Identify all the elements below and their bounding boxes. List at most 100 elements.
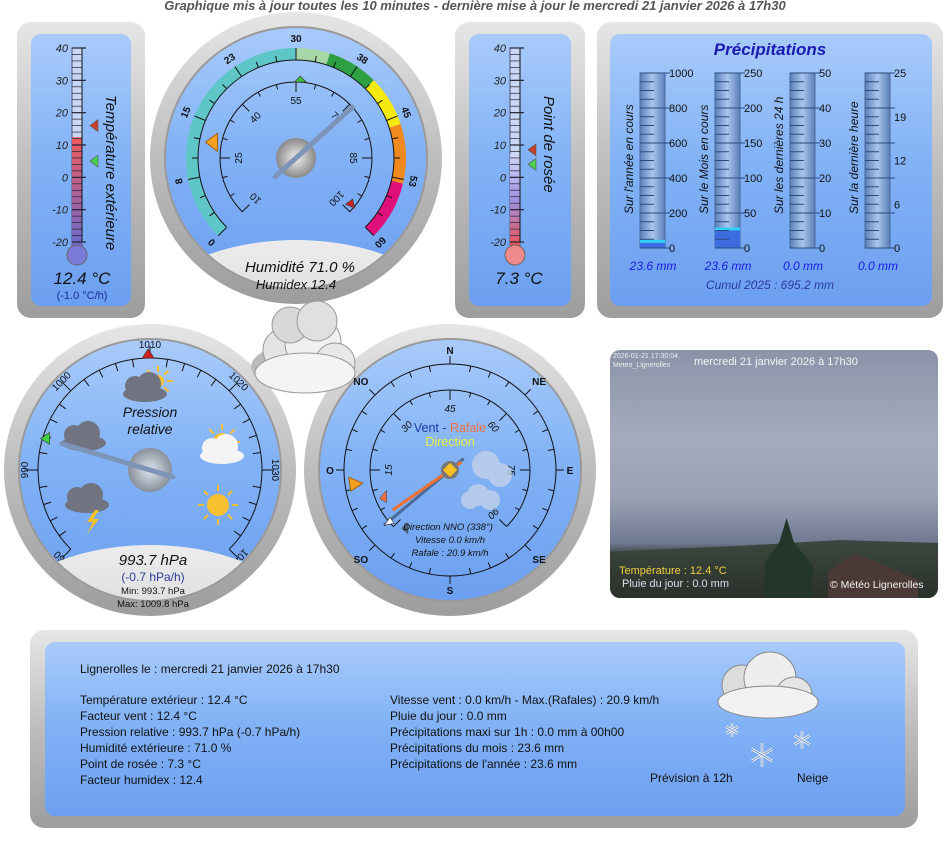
precipitation-cumul: Cumul 2025 : 695.2 mm <box>706 278 834 292</box>
pressure-tick <box>252 485 261 489</box>
humidex-band <box>295 48 330 65</box>
summary-line: Point de rosée : 7.3 °C <box>80 757 201 771</box>
speed-tick <box>372 448 378 452</box>
speed-tick <box>428 392 432 398</box>
pressure-tick <box>248 501 257 506</box>
compass-label-n: N <box>446 346 453 357</box>
summary-line: Facteur vent : 12.4 °C <box>80 709 197 723</box>
pressure-min-marker <box>40 431 50 446</box>
rain-gauge-fill <box>715 228 740 248</box>
pressure-tick <box>114 363 119 372</box>
temperature-trend: (-1.0 °C/h) <box>57 290 108 302</box>
summary-line: Précipitations maxi sur 1h : 0.0 mm à 00… <box>390 725 625 739</box>
wind-cloud-icon <box>461 451 512 510</box>
rain-gauge-scale-label: 1000 <box>669 68 693 80</box>
rain-gauge-scale-label: 10 <box>819 208 831 220</box>
humidity-tick <box>342 103 351 112</box>
humidex-tick <box>222 84 228 90</box>
humidity-tick <box>257 91 261 97</box>
thermometer-scale-label: 40 <box>494 43 507 55</box>
compass-tick <box>351 507 358 512</box>
sun-ray <box>203 514 209 520</box>
snowflake-icon <box>725 723 739 737</box>
humidity-tick <box>357 119 363 123</box>
temperature-panel: 40 30 20 10 0 -10 -20 Température extérieure 1… <box>17 22 145 318</box>
rain-gauge-scale-label: 0 <box>819 243 825 255</box>
humidex-tick <box>314 55 317 62</box>
compass-tick <box>408 562 413 569</box>
compass-tick <box>428 567 431 575</box>
humidex-scale-label: 8 <box>174 177 186 185</box>
cloud-part <box>123 386 167 402</box>
lightning-icon <box>87 510 99 534</box>
sun-disc <box>207 494 229 516</box>
speed-tick <box>372 488 378 492</box>
compass-tick <box>361 525 368 530</box>
webcam-image[interactable]: 2026-01-21 17:30:04 Meteo_Lignerolles mer… <box>610 350 938 598</box>
rain-gauge-scale-label: 6 <box>894 199 900 211</box>
humidex-tick <box>255 61 259 68</box>
rain-gauge-scale-label: 0 <box>744 243 750 255</box>
pressure-min: Min: 993.7 hPa <box>121 586 186 597</box>
compass-tick <box>542 507 549 512</box>
speed-tick <box>393 413 401 421</box>
pressure-tick <box>242 516 251 522</box>
summary-line: Température extérieur : 12.4 °C <box>80 693 248 707</box>
humidex-band <box>365 180 403 236</box>
wind-gauge: NNEESESSOONO153045607590 Vent - Rafale D… <box>304 324 596 616</box>
sun-icon <box>198 485 238 525</box>
thermometer-scale-label: 30 <box>494 75 507 87</box>
humidity-tick <box>313 84 317 90</box>
humidity-scale-label: 25 <box>234 152 245 164</box>
rain-gauge-scale-label: 200 <box>669 208 687 220</box>
speed-scale-label: 15 <box>384 464 395 476</box>
humidex-tick <box>377 212 383 217</box>
speed-tick <box>409 400 413 406</box>
pressure-tick <box>61 381 72 392</box>
humidex-tick <box>234 66 242 77</box>
pressure-title-2: relative <box>127 421 172 437</box>
humidity-tick <box>222 175 228 179</box>
max-marker <box>527 143 537 157</box>
rain-gauge-scale-label: 20 <box>819 173 831 185</box>
rain-gauge-scale-label: 200 <box>744 103 762 115</box>
rain-gauge-scale-label: 12 <box>894 156 906 168</box>
rain-gauge-scale-label: 600 <box>669 138 687 150</box>
sun-ray <box>208 428 215 435</box>
rain-gauge-scale-label: 50 <box>744 208 756 220</box>
pressure-tick <box>59 530 67 537</box>
humidity-tick <box>342 204 351 213</box>
compass-tick <box>469 365 472 373</box>
pressure-tick <box>242 418 251 424</box>
speed-tick <box>380 429 386 433</box>
compass-label-s: S <box>447 586 454 597</box>
direction-arrow-head <box>383 516 395 526</box>
rain-gauge-scale-label: 40 <box>819 103 831 115</box>
wind-speed: Vitesse 0.0 km/h <box>415 535 485 546</box>
wind-gust: Rafale : 20.9 km/h <box>411 548 488 559</box>
speed-scale-label: 45 <box>444 404 456 415</box>
pressure-scale-label: 990 <box>20 461 31 478</box>
humidex-tick <box>209 212 215 217</box>
humidity-max-marker <box>345 198 356 209</box>
humidity-scale-label: 55 <box>290 96 302 107</box>
speed-tick <box>514 507 520 511</box>
compass-tick <box>408 371 413 378</box>
humidity-tick <box>364 137 370 141</box>
speed-tick <box>468 392 472 398</box>
pressure-tick <box>228 548 239 559</box>
pressure-tick <box>83 379 90 387</box>
summary-right-list: Vitesse vent : 0.0 km/h - Max.(Rafales) … <box>390 692 659 772</box>
wind-direction: Direction NNO (338°) <box>403 522 493 533</box>
humidity-tick <box>364 175 370 179</box>
thermometer-fill <box>72 137 82 248</box>
humidex-marker <box>204 132 218 153</box>
humidity-tick <box>241 103 250 112</box>
compass-tick <box>524 389 531 396</box>
temperature-value: 12.4 °C <box>54 269 112 288</box>
compass-label-no: NO <box>353 377 368 388</box>
rain-gauge-scale-label: 30 <box>819 138 831 150</box>
thermometer-scale-label: -20 <box>490 237 507 249</box>
thermometer-bulb <box>504 244 526 266</box>
